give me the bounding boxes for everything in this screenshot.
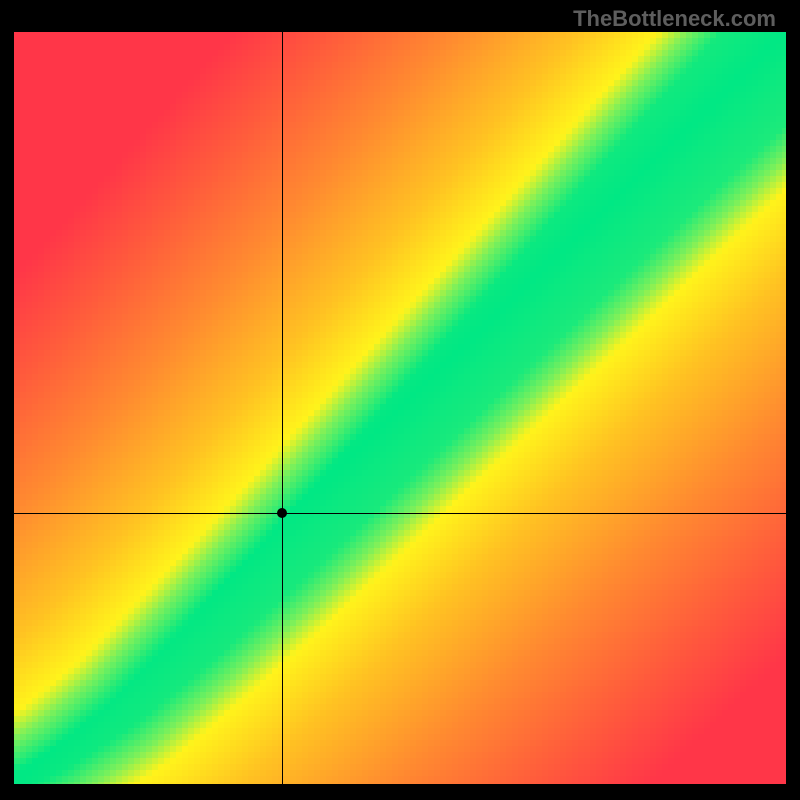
crosshair-horizontal (14, 513, 786, 514)
plot-area (14, 32, 786, 784)
crosshair-marker (277, 508, 287, 518)
watermark-text: TheBottleneck.com (573, 6, 776, 32)
chart-container: TheBottleneck.com (0, 0, 800, 800)
heatmap-canvas (14, 32, 786, 784)
crosshair-vertical (282, 32, 283, 784)
